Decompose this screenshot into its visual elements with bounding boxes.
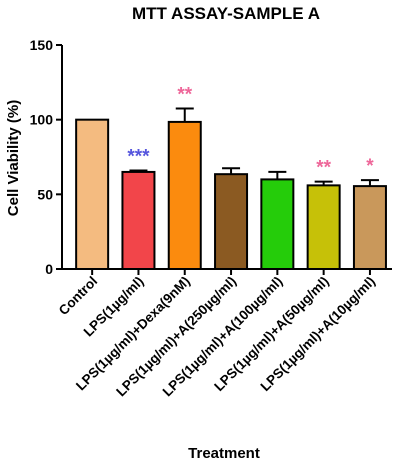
- bar: [306, 184, 341, 270]
- bar: [260, 178, 295, 270]
- bar: [75, 118, 110, 270]
- bar: [214, 173, 249, 271]
- bar: [352, 185, 387, 270]
- plot-area: 050100150ControlLPS(1µg/ml)***LPS(1µg/ml…: [30, 37, 392, 399]
- y-axis-label: Cell Viability (%): [5, 100, 22, 216]
- significance-label: *: [366, 156, 374, 177]
- bar: [167, 120, 202, 271]
- y-tick-label: 100: [30, 112, 54, 128]
- significance-label: **: [177, 84, 192, 105]
- chart-title: MTT ASSAY-SAMPLE A: [132, 4, 320, 23]
- significance-label: ***: [127, 146, 150, 167]
- y-tick-label: 150: [30, 37, 54, 53]
- y-tick-label: 0: [45, 261, 53, 277]
- y-tick-label: 50: [37, 186, 53, 202]
- significance-label: **: [316, 158, 331, 179]
- bar: [121, 170, 156, 270]
- x-axis-label: Treatment: [188, 445, 260, 462]
- x-tick-label: Control: [56, 274, 101, 319]
